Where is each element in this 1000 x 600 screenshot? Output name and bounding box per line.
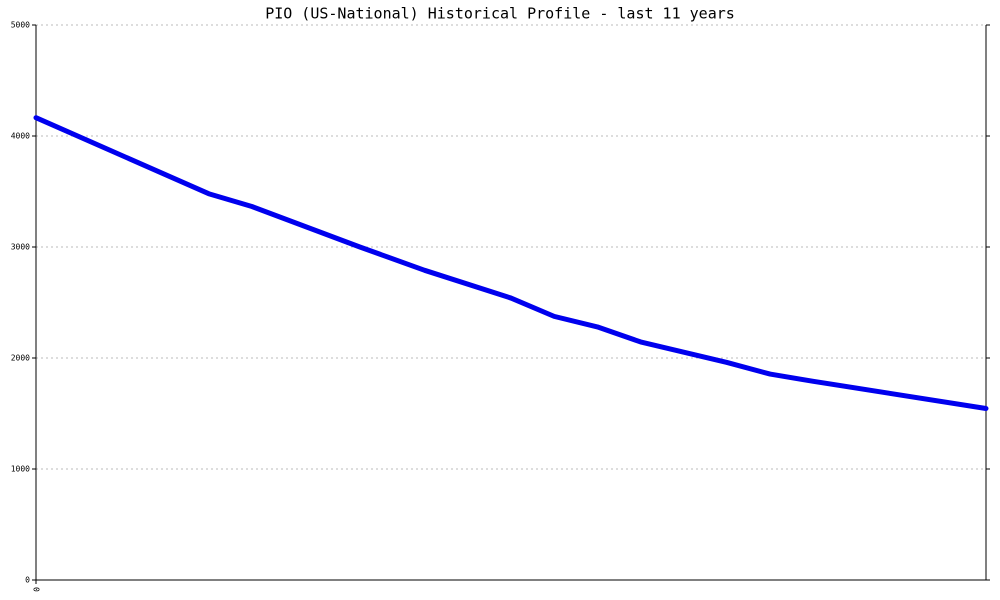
- y-tick-label: 1000: [11, 465, 30, 474]
- chart-title: PIO (US-National) Historical Profile - l…: [265, 5, 735, 23]
- x-tick-label: 0: [32, 587, 41, 592]
- data-line: [33, 115, 989, 412]
- y-tick-label: 3000: [11, 243, 30, 252]
- y-tick-label: 0: [25, 576, 30, 585]
- y-tick-label: 5000: [11, 21, 30, 30]
- y-tick-label: 2000: [11, 354, 30, 363]
- y-tick-label: 4000: [11, 132, 30, 141]
